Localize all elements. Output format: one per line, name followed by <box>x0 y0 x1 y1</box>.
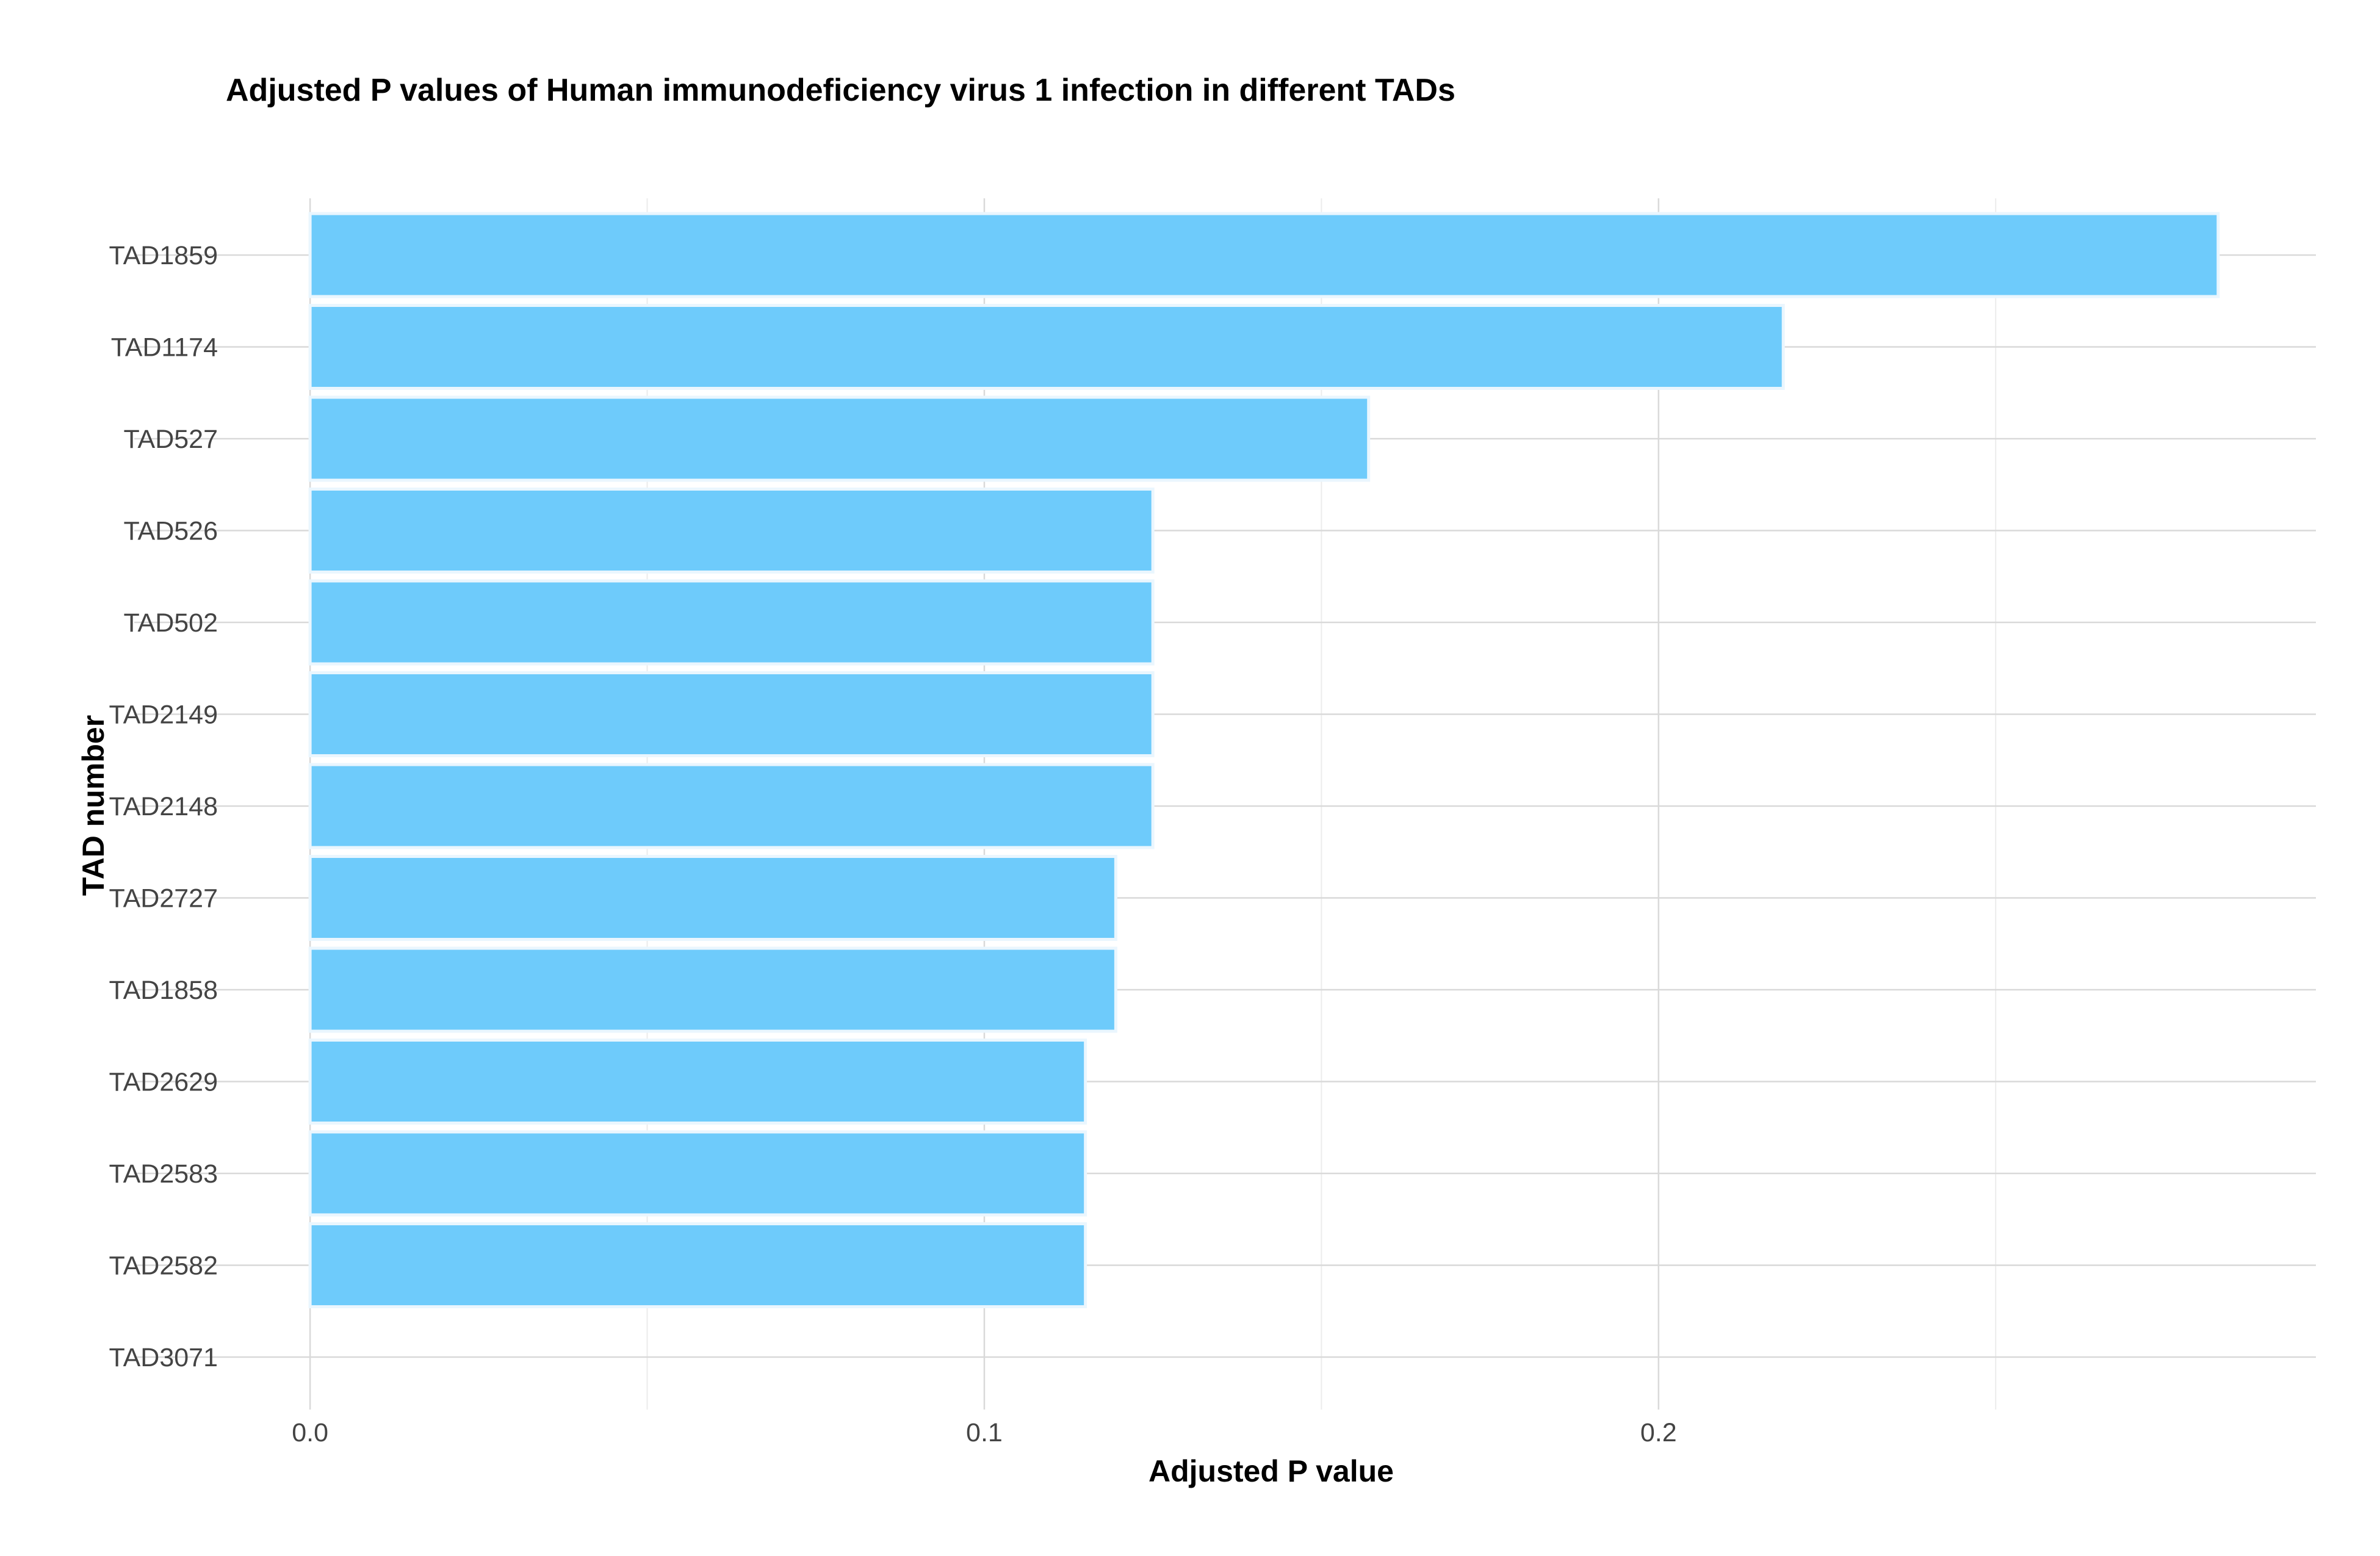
bar-TAD502 <box>308 579 1155 666</box>
x-axis-title: Adjusted P value <box>1149 1454 1394 1488</box>
x-tick-label-2: 0.2 <box>1640 1418 1677 1447</box>
y-tick-label-TAD2149: TAD2149 <box>109 701 218 730</box>
y-tick-label-TAD2582: TAD2582 <box>109 1252 218 1281</box>
bar-TAD2582 <box>308 1222 1087 1308</box>
bars <box>308 212 2220 1308</box>
bar-TAD2727 <box>308 855 1117 941</box>
bar-TAD1858 <box>308 946 1117 1033</box>
y-tick-label-TAD526: TAD526 <box>123 517 218 546</box>
y-tick-label-TAD502: TAD502 <box>123 608 218 638</box>
bar-TAD1859 <box>308 212 2220 298</box>
bar-TAD2148 <box>308 763 1155 849</box>
tick-labels: TAD1859 TAD1174 TAD527 TAD526 TAD502 TAD2149 T… <box>109 241 1677 1447</box>
bar-TAD2149 <box>308 671 1155 757</box>
chart-title: Adjusted P values of Human immunodeficie… <box>226 73 1455 108</box>
y-tick-label-TAD1859: TAD1859 <box>109 241 218 270</box>
y-tick-label-TAD1858: TAD1858 <box>109 976 218 1005</box>
y-tick-label-TAD2148: TAD2148 <box>109 792 218 821</box>
bar-TAD2583 <box>308 1130 1087 1217</box>
y-tick-label-TAD527: TAD527 <box>123 425 218 454</box>
y-axis-title: TAD number <box>76 715 110 896</box>
y-tick-label-TAD2629: TAD2629 <box>109 1068 218 1097</box>
x-tick-label-0: 0.0 <box>292 1418 328 1447</box>
bar-TAD2629 <box>308 1039 1087 1125</box>
y-tick-label-TAD2583: TAD2583 <box>109 1159 218 1189</box>
x-tick-label-1: 0.1 <box>966 1418 1003 1447</box>
bar-TAD526 <box>308 488 1155 574</box>
bar-TAD527 <box>308 395 1371 482</box>
bar-TAD1174 <box>308 304 1785 390</box>
y-tick-label-TAD3071: TAD3071 <box>109 1343 218 1372</box>
y-tick-label-TAD2727: TAD2727 <box>109 884 218 913</box>
y-tick-label-TAD1174: TAD1174 <box>111 333 218 362</box>
